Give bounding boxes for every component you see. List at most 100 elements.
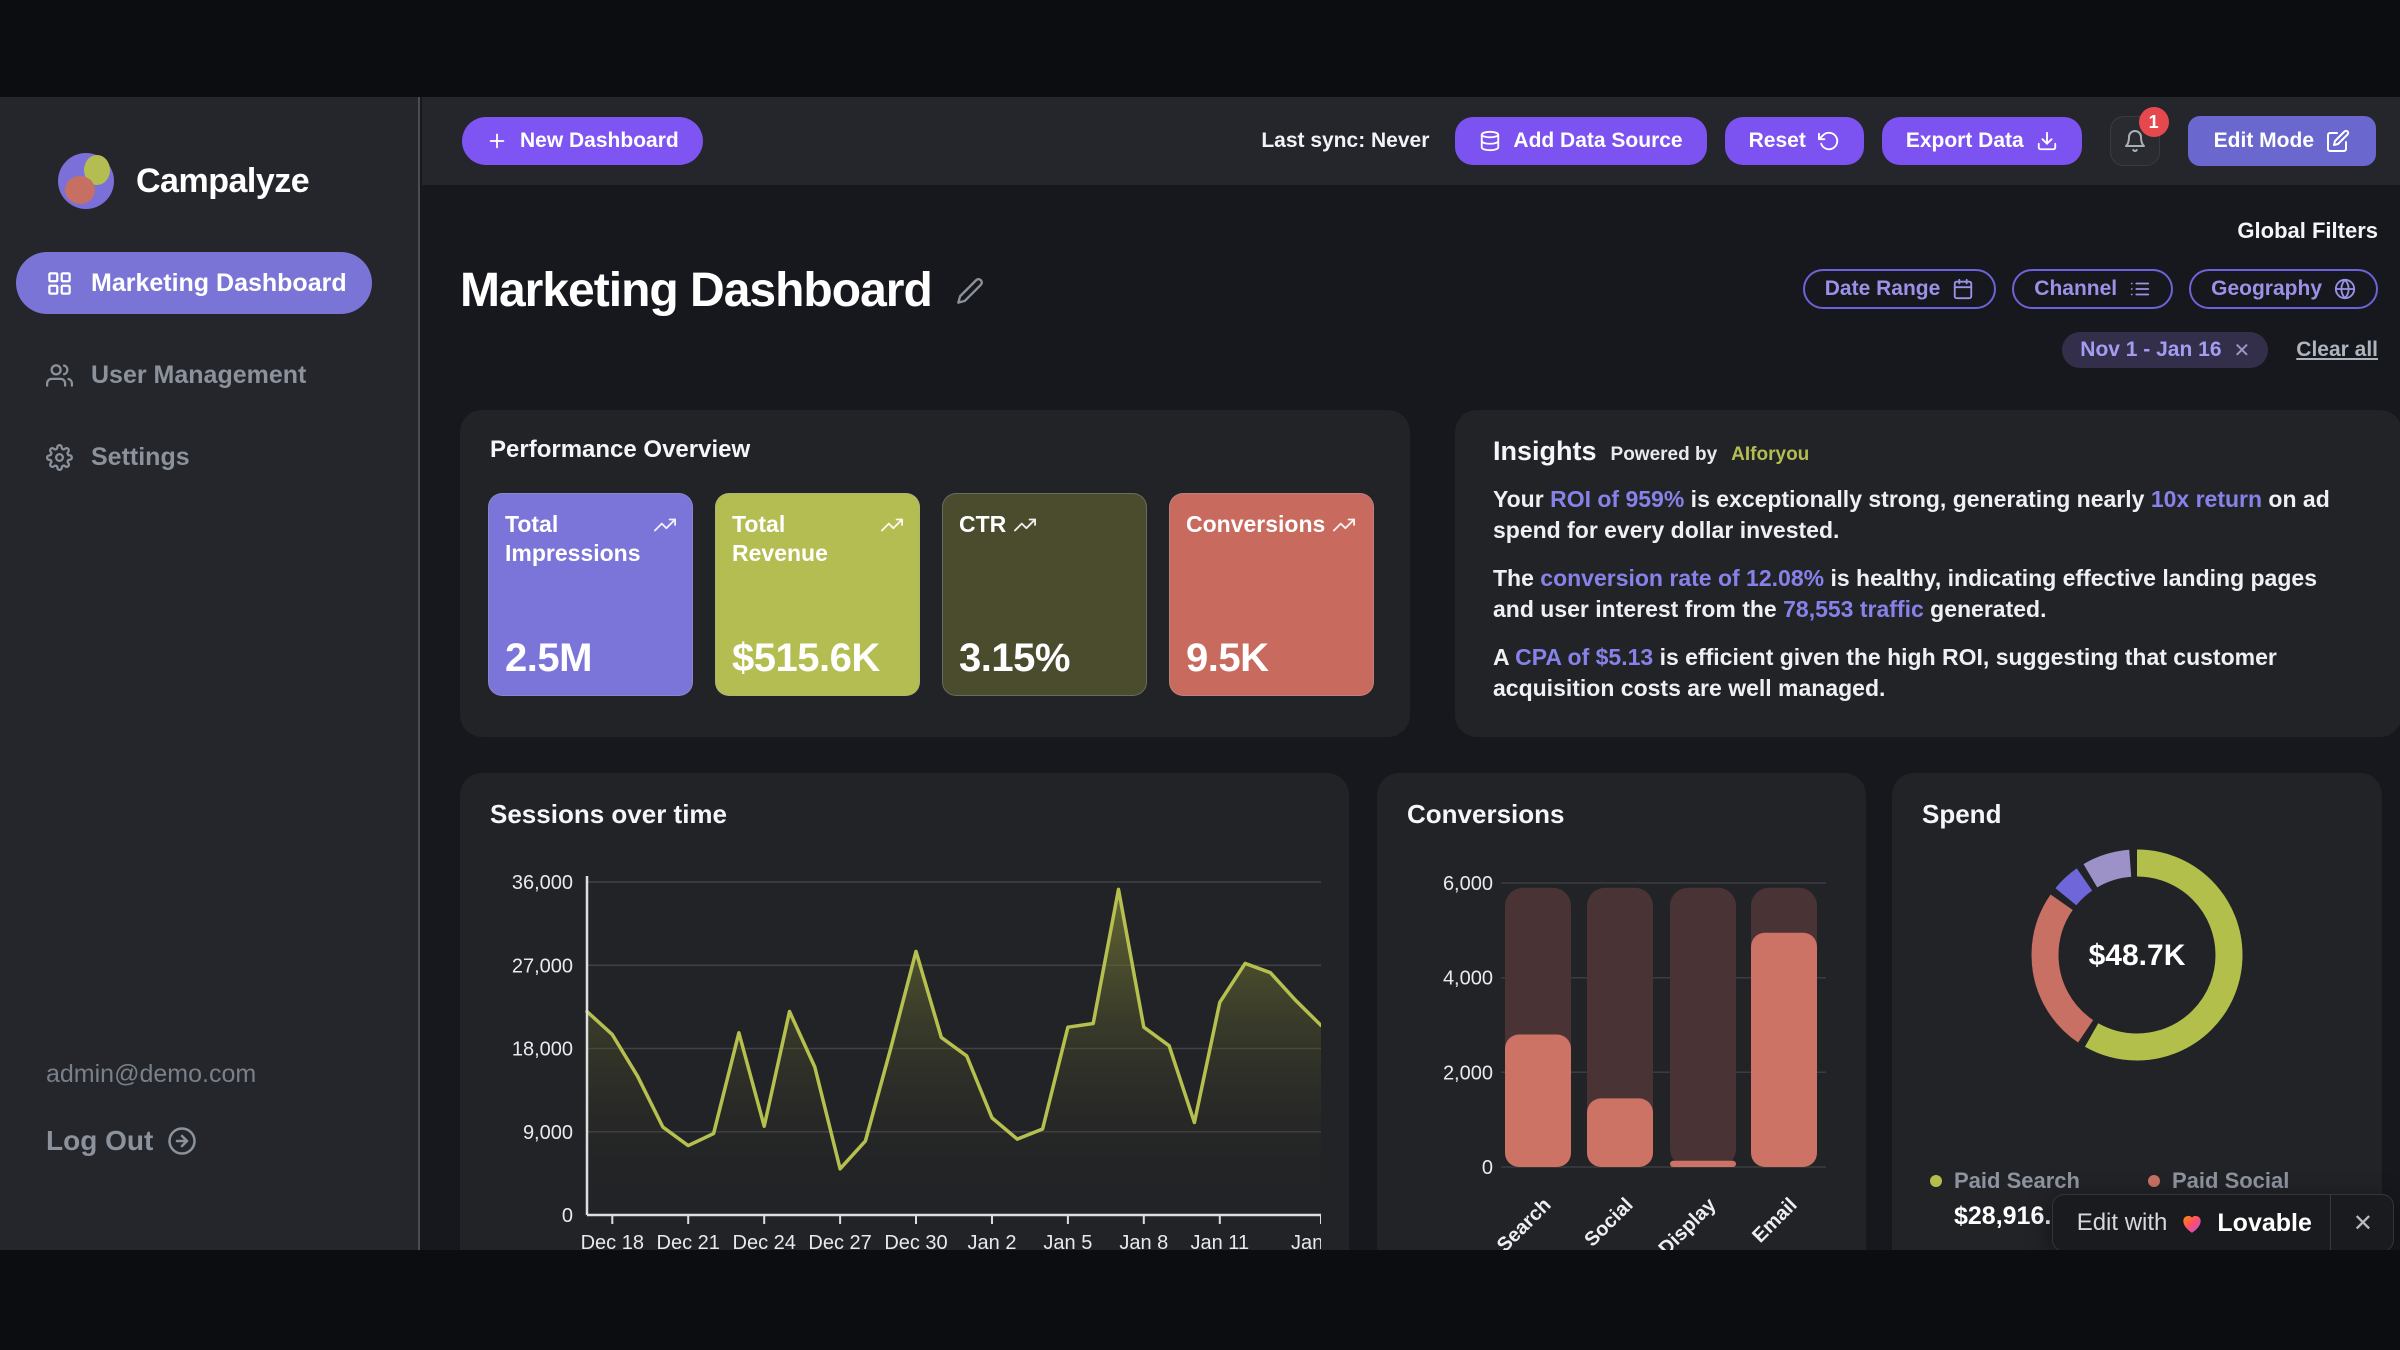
new-dashboard-button[interactable]: New Dashboard	[462, 117, 703, 165]
reset-button[interactable]: Reset	[1724, 117, 1864, 165]
page-title-row: Marketing Dashboard	[460, 263, 984, 318]
export-data-button[interactable]: Export Data	[1881, 117, 2082, 165]
clear-all-link[interactable]: Clear all	[2296, 338, 2378, 361]
edit-with-label: Edit with	[2076, 1209, 2168, 1236]
sidebar-item-user-management[interactable]: User Management	[16, 344, 372, 406]
trend-up-icon	[881, 518, 903, 532]
svg-text:Jan 5: Jan 5	[1043, 1232, 1092, 1250]
kpi-card-conversions[interactable]: Conversions 9.5K	[1169, 493, 1374, 696]
svg-text:0: 0	[1482, 1157, 1493, 1179]
trend-up-icon	[1333, 518, 1356, 532]
list-icon	[2130, 282, 2150, 296]
legend-label: Paid Search	[1954, 1168, 2080, 1193]
logout-button[interactable]: Log Out	[46, 1125, 197, 1157]
legend-dot	[1930, 1175, 1942, 1187]
svg-text:Dec 24: Dec 24	[733, 1232, 796, 1250]
geography-label: Geography	[2211, 277, 2322, 300]
insights-heading-row: Insights Powered by AIforyou	[1493, 436, 2364, 467]
rotate-ccw-icon	[1817, 131, 1838, 151]
dashboard-grid-icon	[48, 271, 71, 295]
brand-name: Campalyze	[136, 161, 310, 200]
date-range-filter-button[interactable]: Date Range	[1802, 269, 1997, 309]
svg-text:Dec 21: Dec 21	[657, 1232, 720, 1250]
filter-buttons: Date Range Channel Geography	[1802, 269, 2378, 309]
date-range-chip[interactable]: Nov 1 - Jan 16 ✕	[2062, 332, 2269, 368]
main-content: Global Filters Marketing Dashboard Date …	[422, 185, 2400, 1250]
insights-heading: Insights	[1493, 436, 1597, 466]
performance-overview-heading: Performance Overview	[490, 436, 751, 463]
conversions-chart-title: Conversions	[1407, 799, 1565, 829]
kpi-label: Total Impressions	[505, 511, 641, 567]
edit-title-pencil-icon[interactable]	[956, 277, 984, 305]
plus-icon	[489, 133, 505, 149]
insight-paragraph: The conversion rate of 12.08% is healthy…	[1493, 565, 2317, 623]
svg-text:36,000: 36,000	[512, 872, 573, 894]
kpi-label: CTR	[959, 511, 1007, 537]
conversions-bar-chart: 0 2,000 4,000 6,000 Search Social Display Email	[1405, 870, 1838, 1250]
brand: Campalyze	[58, 153, 310, 209]
insights-card: Insights Powered by AIforyou Your ROI of…	[1455, 410, 2400, 737]
performance-overview-card: Performance Overview Total Impressions 2…	[460, 410, 1410, 737]
kpi-value: $515.6K	[732, 636, 880, 680]
spend-donut-chart: $48.7K	[2017, 835, 2257, 1080]
legend-dot	[2148, 1175, 2160, 1187]
lovable-brand-label: Lovable	[2217, 1208, 2312, 1237]
svg-text:0: 0	[562, 1205, 573, 1227]
last-sync-status: Last sync: Never	[1261, 129, 1430, 152]
brand-logo-icon	[58, 153, 114, 209]
svg-text:9,000: 9,000	[523, 1122, 573, 1144]
conversions-card: Conversions 0 2,000 4,000 6,000 Search Social…	[1377, 773, 1866, 1250]
svg-text:Dec 27: Dec 27	[808, 1232, 871, 1250]
edit-with-lovable-badge[interactable]: Edit with Lovable ✕	[2051, 1194, 2394, 1250]
global-filters-heading: Global Filters	[2237, 218, 2378, 243]
edit-mode-button[interactable]: Edit Mode	[2187, 116, 2376, 166]
page-title: Marketing Dashboard	[460, 264, 933, 317]
arrow-right-circle-icon	[168, 1127, 197, 1155]
kpi-card-total-impressions[interactable]: Total Impressions 2.5M	[488, 493, 693, 696]
add-data-source-button[interactable]: Add Data Source	[1455, 117, 1707, 165]
svg-text:18,000: 18,000	[512, 1039, 573, 1061]
new-dashboard-label: New Dashboard	[520, 129, 679, 152]
badge-close-icon[interactable]: ✕	[2352, 1209, 2373, 1237]
logo-red-dot	[65, 176, 95, 204]
edit-square-icon	[2327, 129, 2350, 152]
spend-card: Spend $48.7K Paid Search $28,916.74 Paid…	[1892, 773, 2382, 1250]
toolbar: New Dashboard Last sync: Never Add Data …	[422, 97, 2400, 185]
geography-filter-button[interactable]: Geography	[2189, 269, 2378, 309]
ai-provider-name: AIforyou	[1731, 444, 1810, 465]
kpi-value: 2.5M	[505, 636, 592, 680]
svg-text:$48.7K: $48.7K	[2089, 939, 2186, 972]
trend-up-icon	[654, 518, 676, 532]
date-range-chip-label: Nov 1 - Jan 16	[2080, 338, 2222, 361]
toolbar-right: Last sync: Never Add Data Source Reset E…	[1261, 107, 2376, 166]
svg-text:Jan 11: Jan 11	[1191, 1232, 1250, 1250]
kpi-card-total-revenue[interactable]: Total Revenue $515.6K	[715, 493, 920, 696]
svg-text:Jan 15: Jan 15	[1291, 1232, 1321, 1250]
insights-body: Your ROI of 959% is exceptionally strong…	[1493, 484, 2364, 704]
kpi-card-ctr[interactable]: CTR 3.15%	[942, 493, 1147, 696]
export-data-label: Export Data	[1905, 129, 2024, 152]
channel-filter-button[interactable]: Channel	[2012, 269, 2174, 309]
kpi-value: 3.15%	[959, 636, 1070, 680]
edit-mode-label: Edit Mode	[2213, 129, 2314, 152]
user-email: admin@demo.com	[46, 1060, 257, 1088]
chip-remove-icon[interactable]: ✕	[2233, 339, 2251, 362]
svg-text:Jan 2: Jan 2	[968, 1232, 1017, 1250]
sidebar: Campalyze Marketing Dashboard User Manag…	[0, 97, 420, 1250]
kpi-value: 9.5K	[1186, 636, 1269, 680]
svg-text:Dec 18: Dec 18	[581, 1232, 644, 1250]
date-range-label: Date Range	[1824, 277, 1941, 300]
sidebar-item-marketing-dashboard[interactable]: Marketing Dashboard	[16, 252, 372, 314]
users-icon	[46, 363, 73, 387]
notification-badge: 1	[2138, 107, 2169, 137]
active-filters-row: Nov 1 - Jan 16 ✕ Clear all	[2062, 332, 2378, 368]
download-icon	[2037, 131, 2056, 151]
insight-paragraph: A CPA of $5.13 is efficient given the hi…	[1493, 644, 2277, 702]
notifications-button[interactable]: 1	[2109, 107, 2169, 166]
svg-text:Social: Social	[1580, 1194, 1637, 1250]
insight-paragraph: Your ROI of 959% is exceptionally strong…	[1493, 486, 2330, 544]
sidebar-item-label: Marketing Dashboard	[91, 268, 347, 297]
kpi-label: Conversions	[1186, 511, 1326, 537]
sidebar-item-settings[interactable]: Settings	[16, 426, 372, 488]
